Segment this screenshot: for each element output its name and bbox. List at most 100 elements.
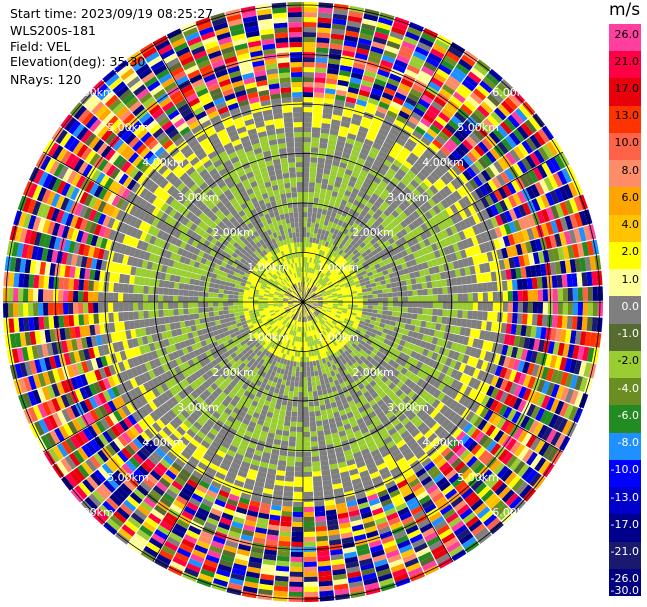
velocity-gate: [304, 556, 317, 562]
velocity-gate: [312, 303, 318, 306]
velocity-gate: [335, 287, 341, 292]
velocity-gate: [522, 215, 531, 229]
velocity-gate: [327, 179, 335, 186]
velocity-gate: [319, 287, 324, 292]
velocity-gate: [275, 565, 290, 572]
velocity-gate: [381, 54, 396, 64]
velocity-gate: [379, 12, 395, 22]
velocity-gate: [445, 227, 454, 237]
velocity-gate: [319, 379, 325, 386]
velocity-gate: [303, 356, 307, 362]
velocity-gate: [559, 260, 567, 274]
velocity-gate: [445, 50, 460, 63]
velocity-gate: [335, 145, 344, 153]
velocity-gate: [322, 224, 328, 231]
velocity-gate: [588, 363, 597, 379]
velocity-gate: [529, 134, 542, 149]
velocity-gate: [496, 124, 509, 138]
velocity-gate: [306, 282, 309, 288]
velocity-gate: [341, 259, 348, 266]
velocity-gate: [355, 135, 366, 144]
velocity-gate: [341, 221, 348, 229]
velocity-gate: [304, 576, 318, 582]
velocity-gate: [577, 345, 585, 361]
velocity-gate: [380, 123, 391, 133]
velocity-gate: [386, 40, 401, 50]
velocity-gate: [537, 128, 550, 144]
velocity-gate: [523, 172, 535, 186]
velocity-gate: [521, 313, 528, 325]
velocity-gate: [298, 391, 303, 397]
velocity-gate: [338, 69, 351, 77]
velocity-gate: [569, 330, 577, 344]
velocity-gate: [453, 201, 463, 212]
velocity-gate: [420, 213, 429, 223]
velocity-gate: [479, 80, 493, 94]
velocity-gate: [515, 267, 522, 279]
velocity-gate: [312, 385, 318, 392]
velocity-gate: [328, 267, 333, 273]
velocity-gate: [379, 212, 388, 221]
velocity-gate: [357, 42, 371, 51]
velocity-gate: [420, 223, 429, 232]
velocity-gate: [386, 205, 395, 214]
velocity-gate: [507, 234, 516, 246]
velocity-gate: [277, 419, 285, 426]
velocity-gate: [303, 232, 307, 238]
velocity-gate: [543, 177, 554, 192]
velocity-gate: [472, 213, 481, 225]
velocity-gate: [377, 231, 385, 239]
velocity-gate: [288, 436, 296, 442]
velocity-gate: [375, 281, 382, 287]
velocity-gate: [279, 525, 292, 532]
velocity-gate: [400, 280, 407, 286]
velocity-gate: [505, 152, 517, 166]
velocity-gate: [310, 371, 315, 377]
velocity-gate: [325, 278, 331, 284]
velocity-gate: [428, 267, 435, 275]
velocity-gate: [520, 324, 527, 337]
velocity-gate: [402, 329, 410, 336]
velocity-gate: [344, 318, 350, 323]
velocity-gate: [527, 214, 536, 227]
velocity-gate: [424, 342, 432, 350]
velocity-gate: [303, 252, 306, 258]
velocity-gate: [433, 265, 440, 274]
velocity-gate: [513, 256, 521, 268]
velocity-gate: [493, 189, 504, 202]
velocity-gate: [500, 171, 511, 184]
velocity-gate: [470, 163, 481, 175]
velocity-gate: [283, 390, 289, 396]
velocity-gate: [296, 421, 303, 427]
velocity-gate: [537, 146, 550, 162]
velocity-gate: [352, 62, 366, 70]
velocity-gate: [383, 209, 392, 217]
velocity-gate: [567, 287, 573, 301]
velocity-gate: [368, 275, 375, 281]
velocity-gate: [330, 211, 337, 218]
velocity-gate: [307, 376, 312, 382]
velocity-gate: [392, 63, 406, 74]
velocity-gate: [337, 279, 344, 284]
velocity-gate: [440, 238, 448, 248]
velocity-gate: [410, 319, 417, 326]
velocity-gate: [423, 201, 433, 211]
velocity-gate: [331, 28, 345, 36]
velocity-gate: [435, 272, 442, 281]
velocity-gate: [386, 132, 398, 142]
velocity-gate: [493, 238, 501, 250]
velocity-gate: [407, 92, 420, 103]
velocity-gate: [423, 164, 434, 175]
velocity-gate: [343, 173, 351, 181]
velocity-gate: [337, 303, 343, 307]
velocity-gate: [303, 67, 315, 73]
velocity-gate: [586, 240, 595, 256]
velocity-gate: [364, 8, 380, 17]
velocity-gate: [405, 97, 418, 107]
velocity-gate: [359, 84, 372, 93]
velocity-gate: [308, 289, 313, 295]
velocity-gate: [432, 138, 443, 150]
velocity-gate: [586, 271, 593, 286]
velocity-gate: [375, 26, 390, 36]
velocity-gate: [334, 259, 340, 265]
